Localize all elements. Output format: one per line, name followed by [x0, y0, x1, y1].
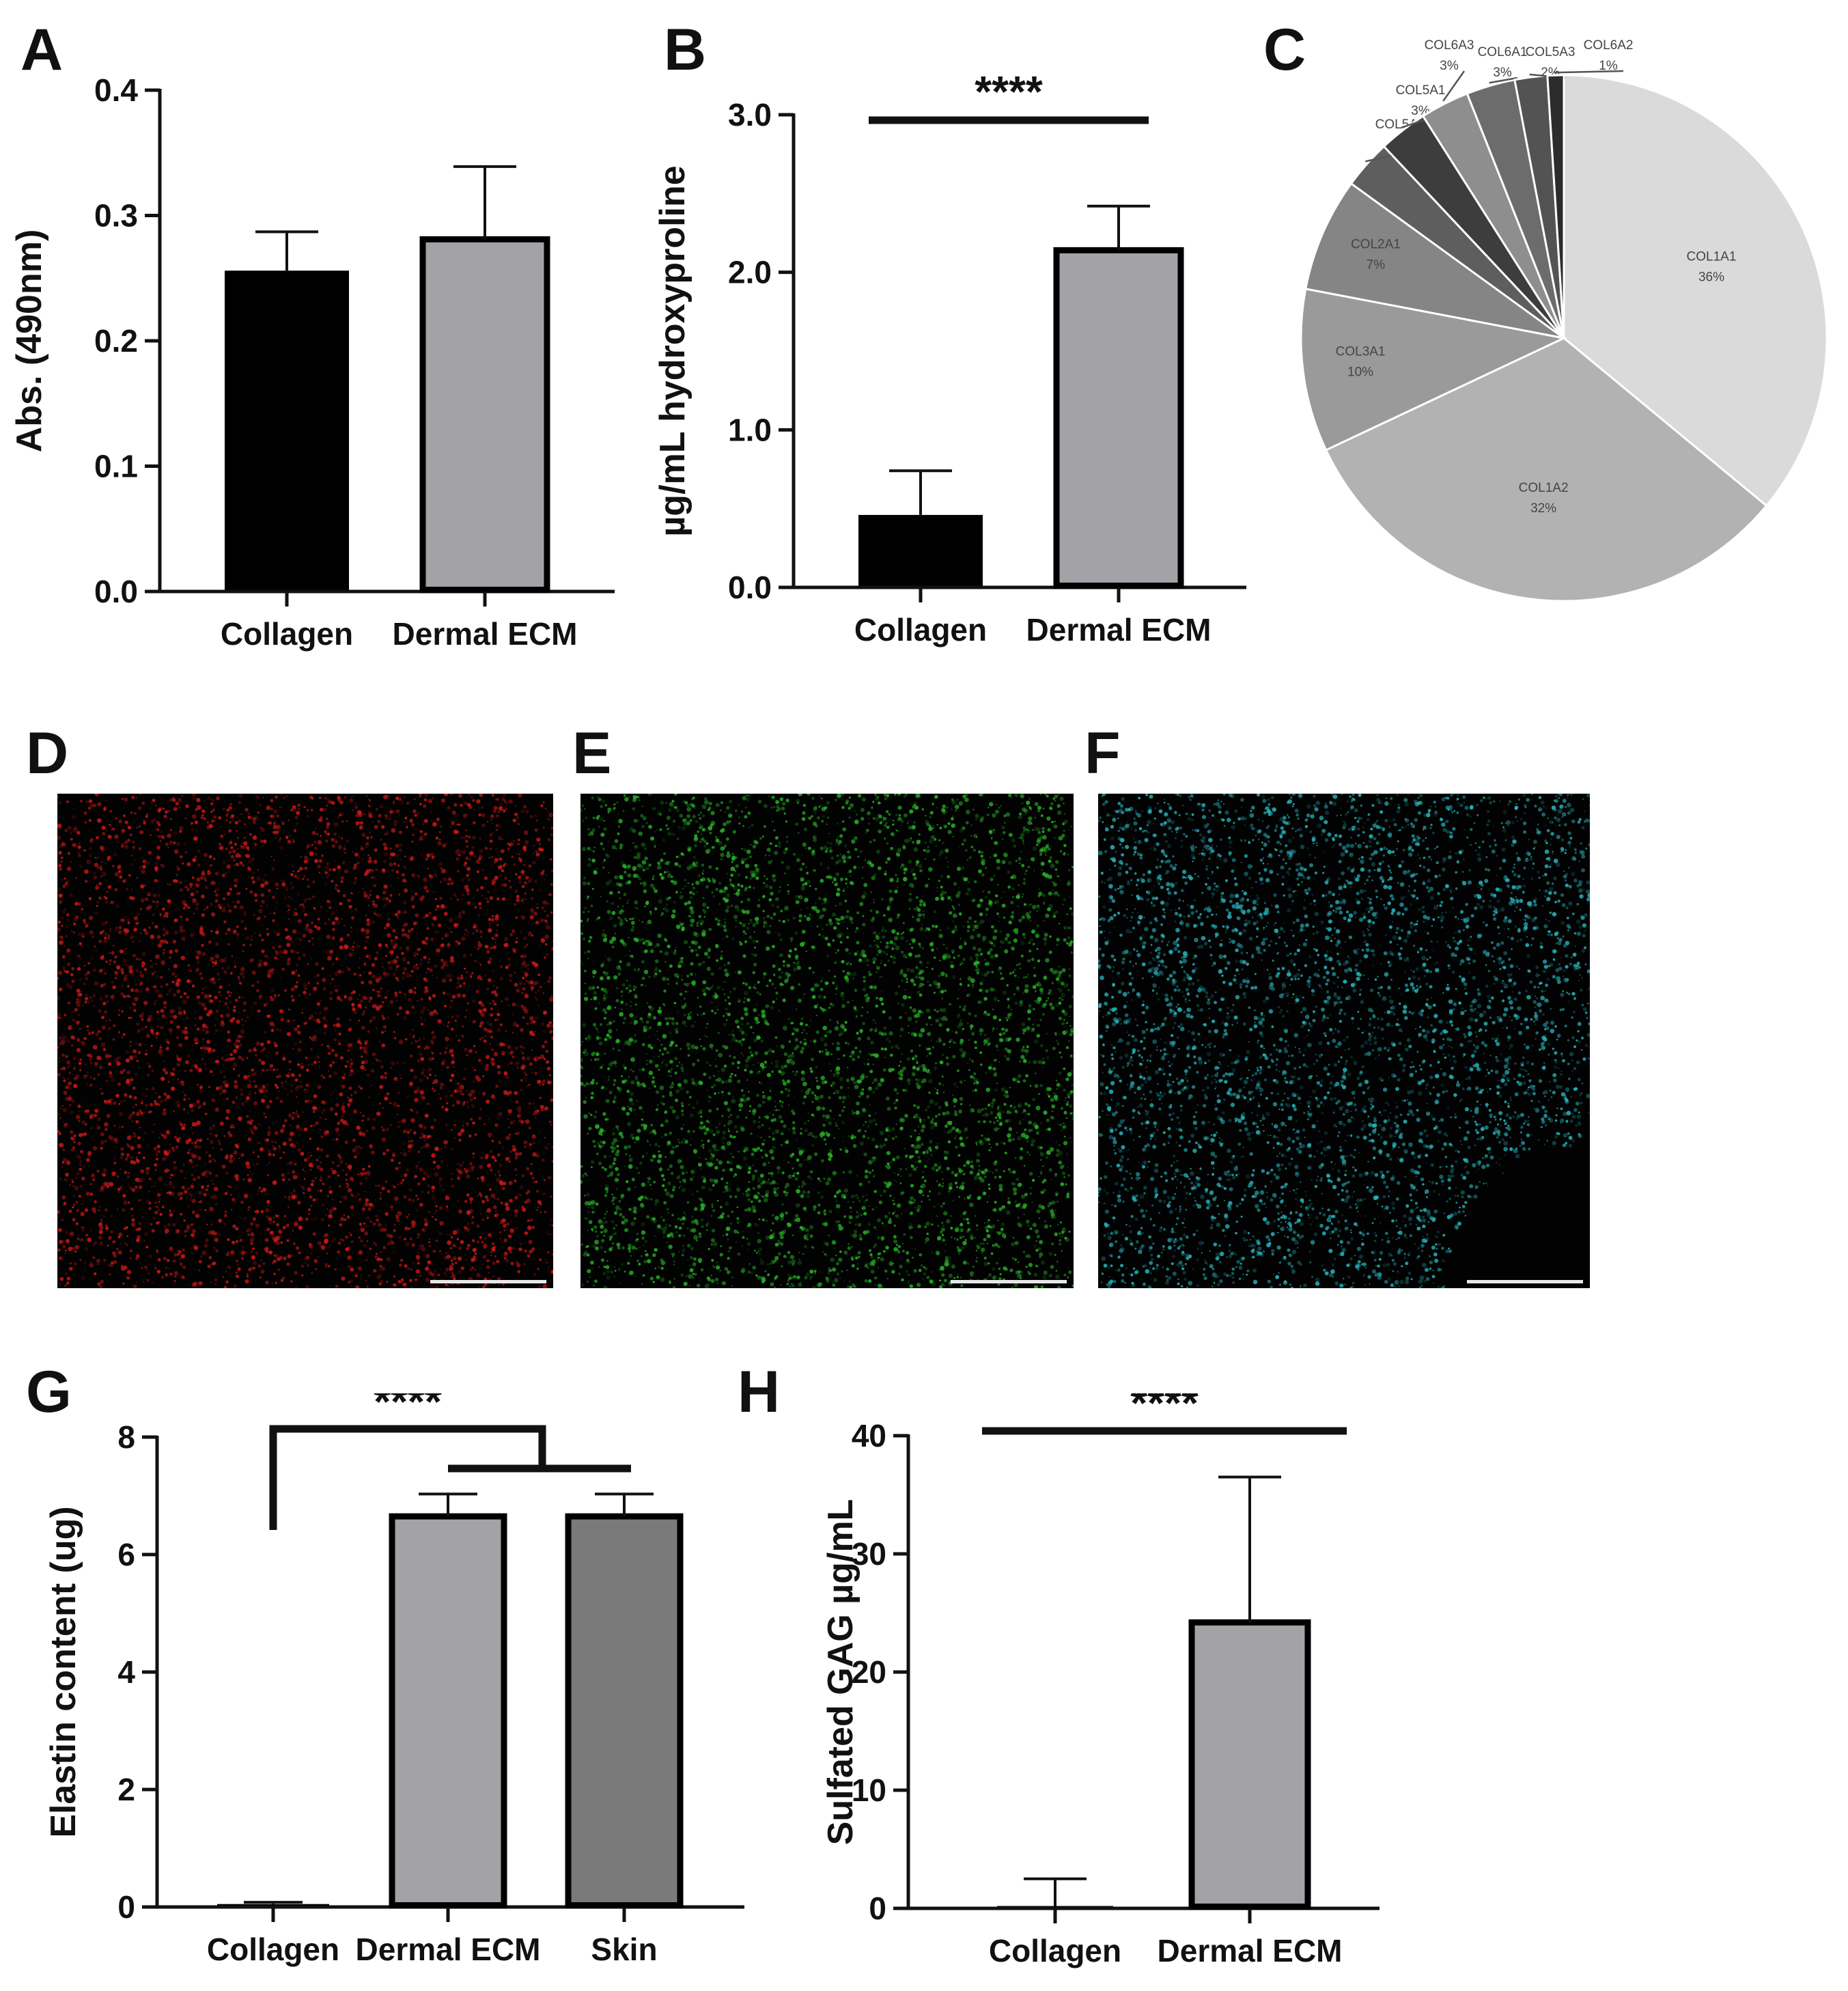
panel-label-e: E: [572, 721, 612, 786]
chart-c-collagen-pie: COL1A1 36% COL1A2 32% COL3A1 10% COL2A1 7% COL5A…: [1300, 38, 1828, 602]
chart-a-x-tick-label: Dermal ECM: [393, 616, 578, 652]
chart-g-bar-collagen: [217, 1904, 329, 1906]
chart-g-y-tick-label: 0: [117, 1889, 135, 1925]
scale-bar: [951, 1280, 1067, 1283]
pie-pct-col1a1: 36%: [1698, 270, 1724, 284]
chart-g-y-tick-label: 6: [117, 1537, 135, 1572]
pie-label-col6a1: COL6A1: [1478, 45, 1528, 59]
chart-a-y-tick-label: 0.0: [94, 574, 138, 609]
pie-slice-col1a2: [1324, 337, 1768, 602]
pie-slice-col6a2: [1546, 74, 1565, 339]
chart-b-y-tick-label: 1.0: [728, 412, 772, 447]
chart-g-y-axis-label: Elastin content (ug): [44, 1506, 83, 1837]
chart-g-elastin: 0 2 4 6 8 Elastin content (ug) Collagen Dermal …: [44, 1393, 744, 1967]
chart-g-significance-label: ****: [374, 1393, 442, 1426]
pie-leader-line: [1442, 70, 1466, 102]
chart-b-hydroxyproline: 0.0 1.0 2.0 3.0 µg/mL hydroxyproline Collagen…: [653, 67, 1246, 648]
pie-pct-col6a1: 3%: [1493, 66, 1512, 80]
fluorescence-signal: [1098, 794, 1590, 1288]
chart-a-y-tick-label: 0.4: [94, 72, 138, 108]
chart-b-x-tick-label: Collagen: [854, 612, 987, 648]
panel-label-d: D: [26, 721, 69, 786]
panel-label-g: G: [26, 1359, 72, 1425]
pie-pct-col6a2: 1%: [1599, 59, 1618, 73]
chart-g-y-tick-label: 4: [117, 1654, 135, 1690]
chart-h-sulfated-gag: 0 10 20 30 40 Sulfated GAG µg/mL Collagen Derma…: [821, 1393, 1380, 1968]
pie-label-col6a3: COL6A3: [1425, 38, 1474, 53]
chart-b-y-tick-label: 2.0: [728, 255, 772, 290]
pie-label-col1a2: COL1A2: [1519, 481, 1569, 495]
pie-leader-line: [1554, 70, 1624, 74]
panel-label-b: B: [664, 17, 707, 83]
pie-label-col5a1: COL5A1: [1396, 83, 1446, 98]
chart-h-y-tick-label: 10: [852, 1772, 886, 1808]
pie-pct-col6a3: 3%: [1440, 59, 1459, 73]
chart-g-y-tick-label: 2: [117, 1772, 135, 1807]
pie-label-col5a3: COL5A3: [1526, 45, 1576, 59]
chart-b-x-tick-label: Dermal ECM: [1026, 612, 1212, 648]
pie-pct-col2a1: 7%: [1367, 258, 1386, 273]
chart-h-x-tick-label: Collagen: [989, 1933, 1121, 1968]
pie-pct-col3a1: 10%: [1347, 365, 1373, 380]
chart-a-bar-dermal-ecm: [419, 236, 550, 593]
chart-h-bar-collagen: [997, 1906, 1113, 1907]
chart-g-bar-skin: [565, 1513, 684, 1909]
chart-g-x-tick-label: Collagen: [207, 1932, 339, 1967]
chart-a-y-axis-label: Abs. (490nm): [10, 229, 49, 453]
chart-b-significance-label: ****: [975, 67, 1043, 116]
chart-h-x-tick-label: Dermal ECM: [1158, 1933, 1343, 1968]
chart-b-y-tick-label: 0.0: [728, 570, 772, 605]
microscopy-image-f: [1098, 794, 1590, 1288]
chart-a-x-tick-label: Collagen: [221, 616, 353, 652]
panel-label-c: C: [1263, 17, 1306, 83]
chart-a-bar-collagen: [225, 270, 349, 590]
chart-a-y-tick-label: 0.3: [94, 198, 138, 234]
pie-label-col6a2: COL6A2: [1584, 38, 1634, 53]
chart-h-y-tick-label: 40: [852, 1418, 886, 1453]
pie-slice-col3a1: [1300, 288, 1567, 451]
chart-h-bar-dermal-ecm: [1188, 1619, 1311, 1910]
panel-label-a: A: [20, 17, 64, 83]
chart-b-bar-collagen: [858, 514, 983, 586]
fluorescence-signal: [57, 794, 553, 1288]
chart-g-bar-dermal-ecm: [389, 1513, 507, 1909]
scale-bar: [430, 1280, 546, 1283]
chart-b-y-axis-label: µg/mL hydroxyproline: [653, 165, 692, 536]
pie-slice-col1a1: [1563, 74, 1828, 507]
chart-a-y-tick-label: 0.1: [94, 449, 138, 484]
chart-b-bar-dermal-ecm: [1053, 247, 1184, 589]
pie-label-col3a1: COL3A1: [1336, 345, 1386, 359]
microscopy-image-d: [57, 794, 553, 1288]
chart-g-x-tick-label: Dermal ECM: [356, 1932, 541, 1967]
panel-label-f: F: [1084, 721, 1121, 786]
chart-h-significance-label: ****: [1130, 1393, 1199, 1428]
chart-a-y-tick-label: 0.2: [94, 323, 138, 359]
pie-label-col1a1: COL1A1: [1687, 249, 1737, 264]
pie-label-col2a1: COL2A1: [1351, 238, 1401, 252]
pie-slice-col2a1: [1304, 182, 1565, 339]
chart-g-x-tick-label: Skin: [591, 1932, 657, 1967]
chart-a-absorbance: 0.0 0.1 0.2 0.3 0.4 Abs. (490nm) Collagen Derma…: [10, 72, 615, 652]
scale-bar: [1467, 1280, 1583, 1283]
chart-g-significance-bracket: [269, 1425, 546, 1530]
chart-g-y-tick-label: 8: [117, 1419, 135, 1455]
pie-leader-line: [1489, 76, 1518, 84]
chart-h-y-tick-label: 0: [869, 1891, 886, 1926]
chart-h-y-tick-label: 20: [852, 1654, 886, 1690]
pie-pct-col1a2: 32%: [1530, 501, 1556, 516]
microscopy-image-e: [580, 794, 1074, 1288]
panel-label-h: H: [738, 1359, 781, 1425]
chart-h-y-axis-label: Sulfated GAG µg/mL: [821, 1499, 860, 1846]
chart-b-y-tick-label: 3.0: [728, 97, 772, 133]
chart-h-y-tick-label: 30: [852, 1536, 886, 1572]
fluorescence-signal: [580, 794, 1074, 1288]
